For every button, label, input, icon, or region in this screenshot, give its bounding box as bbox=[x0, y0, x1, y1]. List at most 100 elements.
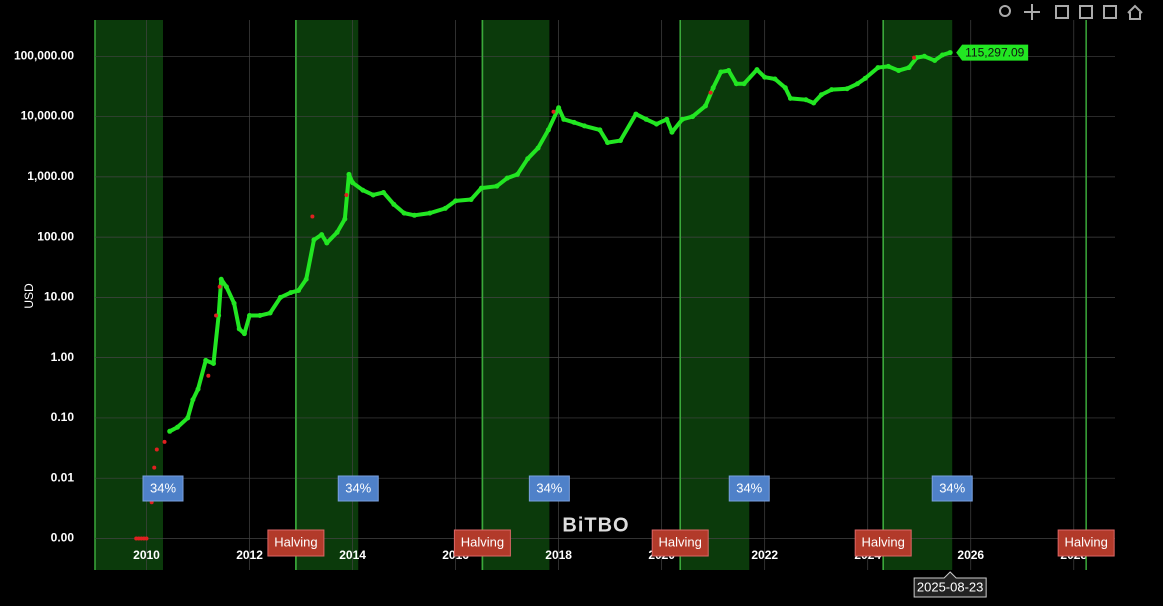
band-label: 34% bbox=[536, 480, 562, 495]
price-point bbox=[885, 63, 891, 69]
price-point bbox=[185, 415, 191, 421]
price-point bbox=[545, 127, 551, 133]
y-tick-label: 0.00 bbox=[51, 531, 75, 545]
price-point bbox=[906, 65, 912, 71]
band-badge bbox=[728, 475, 770, 502]
x-tick-label: 2014 bbox=[339, 548, 366, 562]
band-badge bbox=[931, 475, 973, 502]
x-tick-label: 2026 bbox=[957, 548, 984, 562]
halving-label: Halving bbox=[659, 534, 702, 549]
price-point bbox=[551, 109, 556, 114]
price-point bbox=[380, 189, 386, 195]
band-label: 34% bbox=[736, 480, 762, 495]
price-point bbox=[844, 86, 850, 92]
halving-label: Halving bbox=[461, 534, 504, 549]
price-point bbox=[453, 198, 459, 204]
toolbar bbox=[999, 4, 1143, 20]
price-point bbox=[342, 216, 348, 222]
price-point bbox=[896, 68, 902, 74]
price-point bbox=[782, 85, 788, 91]
price-point bbox=[762, 74, 768, 80]
price-point bbox=[947, 50, 953, 56]
y-tick-label: 10,000.00 bbox=[21, 109, 75, 123]
halving-label: Halving bbox=[862, 534, 905, 549]
price-point bbox=[733, 81, 739, 87]
y-tick-label: 1.00 bbox=[51, 350, 75, 364]
price-point bbox=[664, 116, 670, 122]
price-point bbox=[702, 103, 708, 109]
x-tick-label: 2022 bbox=[751, 548, 778, 562]
price-point bbox=[174, 424, 180, 430]
price-point bbox=[190, 397, 196, 403]
price-point bbox=[643, 116, 649, 122]
x-tick-label: 2012 bbox=[236, 548, 263, 562]
price-point bbox=[217, 284, 222, 289]
zoom-icon[interactable] bbox=[999, 5, 1011, 17]
price-point bbox=[218, 276, 224, 282]
price-point bbox=[231, 300, 237, 306]
price-point bbox=[162, 439, 167, 444]
band-label: 34% bbox=[939, 480, 965, 495]
band-label: 34% bbox=[345, 480, 371, 495]
price-point bbox=[581, 123, 587, 129]
price-point bbox=[597, 127, 603, 133]
price-point bbox=[535, 145, 541, 151]
price-point bbox=[829, 87, 835, 93]
price-point bbox=[195, 386, 201, 392]
price-point bbox=[862, 75, 868, 81]
price-point bbox=[679, 116, 685, 122]
price-point bbox=[370, 192, 376, 198]
price-point bbox=[525, 156, 531, 162]
band-badge bbox=[528, 475, 570, 502]
price-point bbox=[708, 90, 713, 95]
price-point bbox=[144, 536, 149, 541]
price-point bbox=[617, 138, 623, 144]
price-point bbox=[247, 313, 253, 319]
price-tag-box bbox=[956, 44, 1029, 61]
price-point bbox=[203, 357, 209, 363]
price-point bbox=[556, 105, 562, 111]
price-point bbox=[710, 85, 716, 91]
price-point bbox=[633, 111, 639, 117]
price-point bbox=[787, 95, 793, 101]
halving-label: Halving bbox=[274, 534, 317, 549]
price-point bbox=[741, 81, 747, 87]
y-tick-label: 10.00 bbox=[44, 290, 74, 304]
y-tick-label: 100,000.00 bbox=[14, 48, 74, 62]
price-point bbox=[241, 331, 247, 337]
price-point bbox=[932, 58, 938, 64]
price-point bbox=[257, 313, 263, 319]
price-point bbox=[718, 69, 724, 75]
y-tick-label: 1,000.00 bbox=[27, 169, 74, 183]
halving-badge bbox=[651, 529, 709, 557]
price-point bbox=[277, 294, 283, 300]
reset-icon[interactable] bbox=[1127, 4, 1143, 20]
price-point bbox=[319, 232, 325, 238]
price-point bbox=[303, 276, 309, 282]
x-tick-label: 2018 bbox=[545, 548, 572, 562]
price-point bbox=[504, 175, 510, 181]
price-point bbox=[344, 192, 349, 197]
band-badge bbox=[142, 475, 184, 502]
price-point bbox=[267, 310, 273, 316]
y-axis-title: USD bbox=[22, 283, 36, 309]
price-point bbox=[803, 97, 809, 103]
price-point bbox=[669, 129, 675, 135]
halving-badge bbox=[267, 529, 325, 557]
x-tick-label: 2010 bbox=[133, 548, 160, 562]
price-point bbox=[401, 210, 407, 216]
price-point bbox=[754, 67, 760, 73]
zoom-out-icon[interactable] bbox=[1079, 5, 1093, 19]
price-point bbox=[236, 326, 242, 332]
price-point bbox=[411, 212, 417, 218]
zoom-in-icon[interactable] bbox=[1055, 5, 1069, 19]
price-point bbox=[854, 81, 860, 87]
pan-icon[interactable] bbox=[1024, 4, 1040, 20]
price-point bbox=[654, 121, 660, 127]
price-point bbox=[726, 68, 732, 74]
autoscale-icon[interactable] bbox=[1103, 5, 1117, 19]
halving-badge bbox=[453, 529, 511, 557]
cursor-date-box bbox=[913, 571, 987, 598]
y-tick-label: 100.00 bbox=[37, 229, 74, 243]
